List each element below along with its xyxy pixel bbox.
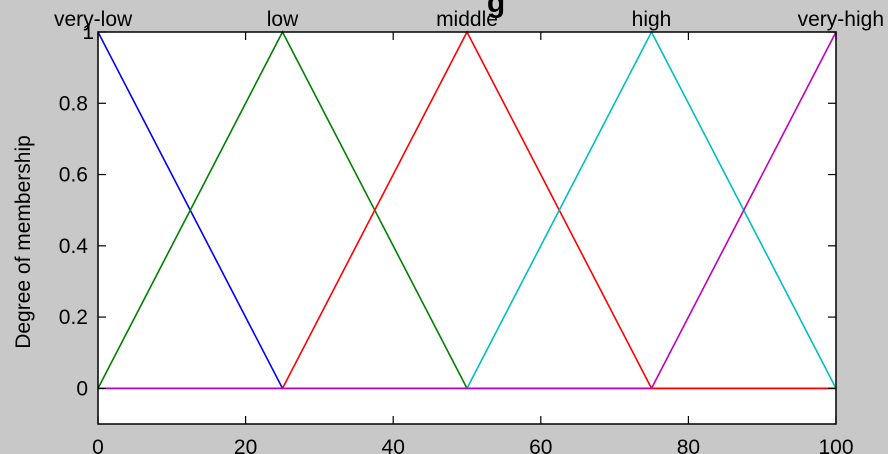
x-tick-label: 40 — [382, 436, 405, 454]
x-tick-label: 20 — [234, 436, 257, 454]
y-tick-label: 0.6 — [59, 164, 88, 187]
title-fragment: g — [487, 0, 505, 19]
x-tick-label: 60 — [529, 436, 552, 454]
mf-label-very-low: very-low — [54, 8, 133, 31]
series-line-very-high — [98, 31, 837, 390]
y-tick-label: 0.2 — [59, 306, 88, 329]
mf-label-very-high: very-high — [798, 8, 884, 31]
axes-background — [98, 32, 836, 424]
y-tick-label: 0.4 — [59, 235, 89, 258]
mf-label-middle: middle — [436, 8, 498, 31]
y-axis-label: Degree of membership — [12, 135, 35, 349]
y-tick-label: 1 — [82, 21, 94, 44]
mf-label-low: low — [267, 8, 299, 31]
axes-border — [97, 31, 837, 425]
series-layer — [97, 30, 837, 390]
x-tick-label: 100 — [818, 436, 853, 454]
y-tick-label: 0.8 — [59, 92, 88, 115]
y-tick-label: 0 — [76, 377, 88, 400]
x-tick-label: 80 — [677, 436, 700, 454]
x-tick-label: 0 — [92, 436, 104, 454]
mf-label-high: high — [632, 8, 672, 31]
